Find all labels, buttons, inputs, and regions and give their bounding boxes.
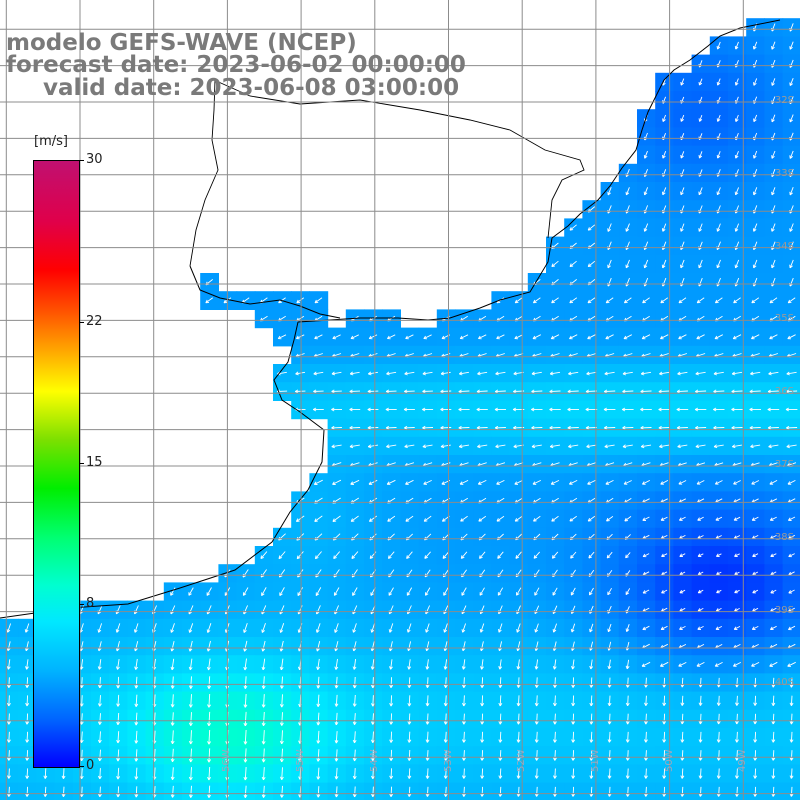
colorbar-unit: [m/s] <box>34 134 68 149</box>
wind-vector-head <box>297 629 300 633</box>
wind-vector-head <box>97 629 100 633</box>
latitude-label: 32S <box>774 95 794 106</box>
wind-vector-head <box>369 555 372 559</box>
wind-vector-head <box>443 629 445 633</box>
longitude-label: 56W <box>221 749 233 772</box>
latitude-label: 34S <box>774 240 794 252</box>
wind-vector-head <box>607 628 609 632</box>
colorbar-tick-label: 8 <box>86 596 95 612</box>
wind-vector-head <box>170 629 172 633</box>
wind-vector-head <box>115 629 118 633</box>
wind-vector-head <box>570 628 573 633</box>
wind-vector-head <box>6 629 9 633</box>
border-line <box>189 79 585 267</box>
latitude-label: 36S <box>774 386 794 398</box>
colorbar-tick-label: 0 <box>86 758 95 773</box>
latitude-label: 40S <box>774 677 794 689</box>
wind-vector-head <box>279 629 281 633</box>
latitude-label: 39S <box>774 604 794 616</box>
wind-vector-head <box>479 629 482 633</box>
latitude-label: 38S <box>774 531 794 543</box>
wind-vector-head <box>388 629 391 633</box>
wind-vector-head <box>315 629 318 633</box>
wind-vector-head <box>352 629 354 633</box>
wind-vector-head <box>24 629 27 633</box>
colorbar-tick-mark <box>79 160 84 161</box>
wind-vector-head <box>498 629 500 633</box>
longitude-label: 54W <box>368 749 380 772</box>
wind-vector-head <box>133 629 136 633</box>
latitude-label: 37S <box>774 459 794 470</box>
wind-vector-head <box>260 555 262 559</box>
valid-date: valid date: 2023-06-08 03:00:00 <box>43 75 460 101</box>
longitude-label: 49W <box>737 749 749 772</box>
wind-vector-head <box>479 555 481 559</box>
wind-vector-head <box>551 555 554 559</box>
colorbar-tick-label: 30 <box>86 152 103 167</box>
wind-vector-head <box>152 629 154 633</box>
wind-vector-head <box>442 555 445 559</box>
wind-vector-head <box>334 629 336 633</box>
latitude-label: 35S <box>774 313 794 325</box>
colorbar <box>33 160 80 768</box>
colorbar-tick-mark <box>79 604 84 606</box>
wind-vector-head <box>425 629 427 633</box>
wind-vector-head <box>589 628 591 633</box>
longitude-label: 52W <box>516 749 528 772</box>
wind-vector-head <box>625 628 628 632</box>
forecast-date: forecast date: 2023-06-02 00:00:00 <box>6 52 466 78</box>
wind-vector-head <box>406 629 409 633</box>
longitude-label: 51W <box>589 749 601 772</box>
wind-vector-head <box>261 629 263 633</box>
wind-vector-head <box>188 629 190 633</box>
wind-vector-head <box>552 628 555 633</box>
wind-vector-head <box>333 555 335 559</box>
colorbar-tick-label: 15 <box>86 455 103 470</box>
wind-vector-head <box>534 629 536 633</box>
wind-vector-head <box>224 629 227 633</box>
colorbar-tick-mark <box>79 463 84 464</box>
colorbar-tick-label: 22 <box>86 313 103 329</box>
latitude-label: 33S <box>774 167 794 179</box>
wind-vector-head <box>461 629 464 633</box>
wind-vector-head <box>625 554 627 558</box>
colorbar-tick-mark <box>79 321 84 323</box>
wind-vector-head <box>370 629 373 633</box>
wind-vector-head <box>243 629 245 633</box>
wind-vector-head <box>460 555 463 559</box>
wind-vector-head <box>516 629 518 633</box>
longitude-label: 53W <box>442 749 454 772</box>
longitude-label: 50W <box>663 749 675 772</box>
colorbar-tick-mark <box>79 766 84 767</box>
longitude-label: 55W <box>295 749 307 772</box>
wind-vector-head <box>206 629 209 633</box>
